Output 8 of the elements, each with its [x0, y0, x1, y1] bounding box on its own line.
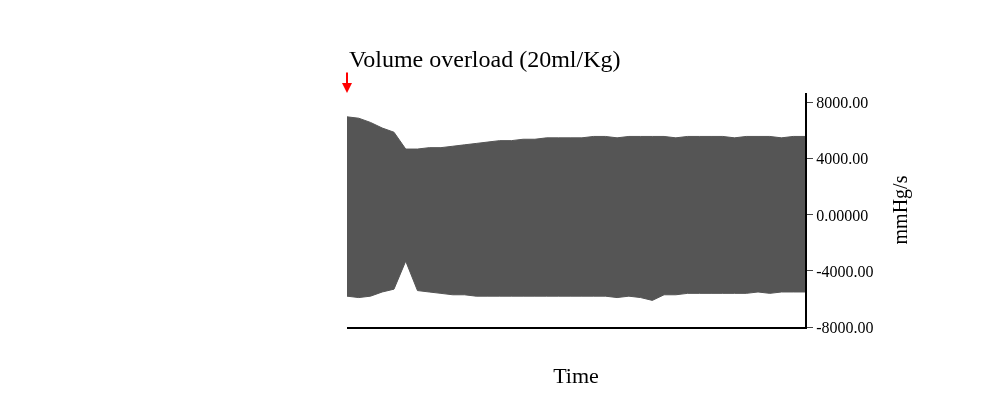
chart-title: Volume overload (20ml/Kg) — [349, 46, 621, 72]
x-axis-title: Time — [553, 363, 599, 389]
y-axis-title: mmHg/s — [888, 175, 912, 245]
y-tick-label: 0.00000 — [816, 206, 869, 224]
y-tick-label: 4000.00 — [816, 150, 869, 168]
y-tick-label: 8000.00 — [816, 94, 869, 112]
y-tick-label: -4000.00 — [816, 262, 874, 280]
y-tick-label: -8000.00 — [816, 318, 874, 336]
